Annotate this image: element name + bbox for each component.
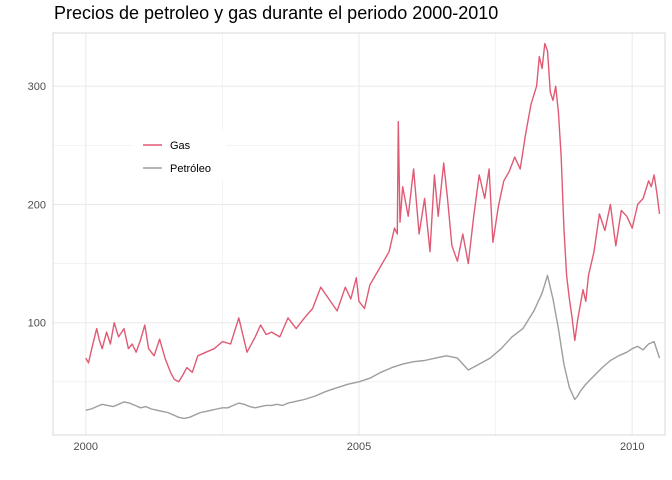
x-tick-label: 2005: [347, 441, 371, 453]
y-tick-label: 200: [28, 199, 46, 211]
chart-title: Precios de petroleo y gas durante el per…: [54, 3, 499, 23]
legend-box: [132, 130, 226, 180]
axis-tick-labels: 100 200 300 2000 2005 2010: [28, 81, 645, 453]
major-gridlines: [53, 33, 665, 435]
series-line-gas: [85, 42, 661, 383]
x-tick-label: 2010: [620, 441, 644, 453]
y-tick-label: 300: [28, 81, 46, 93]
x-tick-label: 2000: [74, 441, 98, 453]
legend-label-gas: Gas: [170, 140, 191, 152]
plot-panel-border: [52, 32, 666, 436]
legend-label-petroleo: Petróleo: [170, 163, 211, 175]
y-tick-label: 100: [28, 318, 46, 330]
series-layer: [85, 42, 661, 420]
legend: Gas Petróleo: [132, 130, 226, 180]
series-line-petroleo: [85, 274, 661, 420]
